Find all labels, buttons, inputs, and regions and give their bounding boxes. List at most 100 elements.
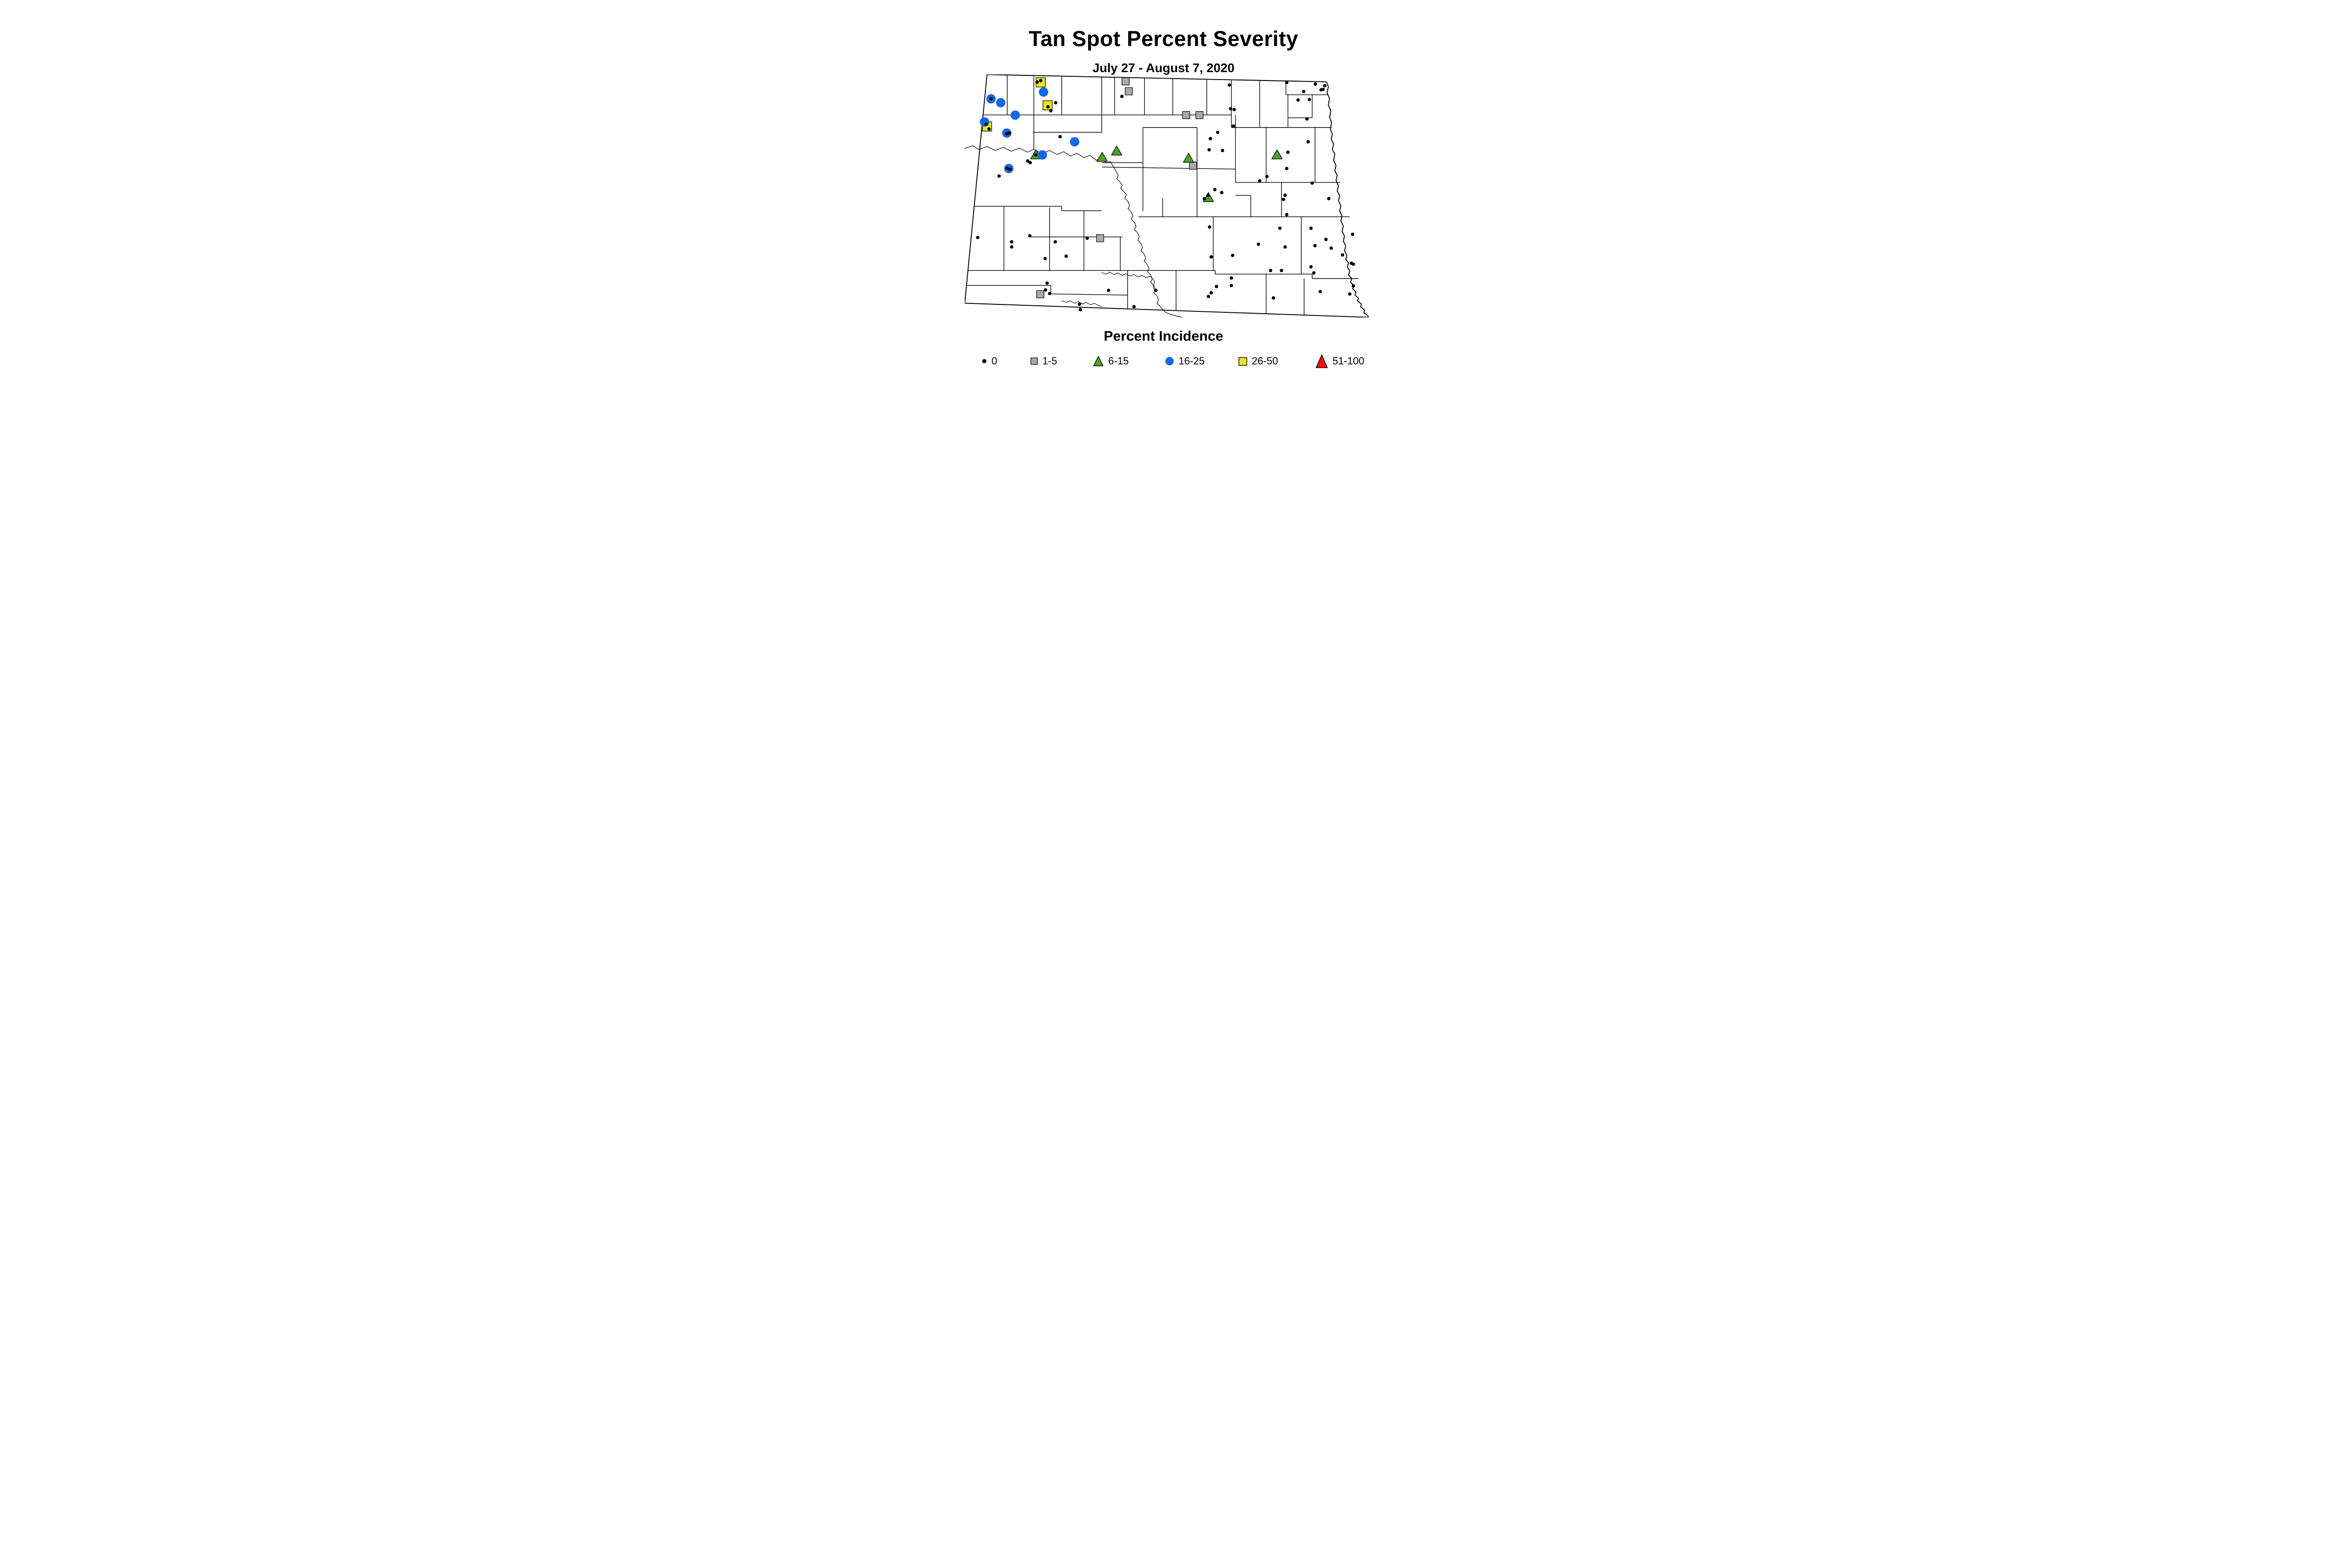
legend-item-0: 0 [982,352,997,370]
map-marker-0 [1285,81,1289,85]
legend-title: Percent Incidence [1103,329,1224,344]
map-marker-16-25 [996,98,1006,108]
map-marker-0 [997,174,1001,178]
cannonball-river-line [1102,272,1155,291]
map-marker-0 [1227,83,1231,87]
figure-title: Tan Spot Percent Severity [1029,27,1298,51]
map-marker-6-15 [1096,151,1108,162]
map-marker-0 [1285,213,1289,216]
map-marker-0 [1269,269,1272,272]
map-marker-1-5 [1189,162,1197,170]
map-marker-0 [1007,131,1011,135]
map-marker-0 [1286,150,1290,154]
map-marker-0 [976,236,980,239]
map-marker-0 [1307,98,1311,101]
map-marker-0 [1230,283,1233,288]
map-marker-0 [1351,232,1354,236]
map-marker-0 [1132,305,1136,309]
map-marker-0 [1313,82,1318,86]
map-marker-1-5 [1122,77,1130,86]
map-marker-0 [1221,148,1224,153]
map-marker-0 [1309,226,1313,230]
map-marker-0 [1046,105,1050,109]
legend-item-16-25: 16-25 [1165,352,1205,370]
legend-item-label: 26-50 [1251,355,1278,367]
figure-subtitle: July 27 - August 7, 2020 [1092,61,1235,75]
map-marker-0 [1085,236,1089,240]
map-marker-0 [1318,289,1322,294]
blue-circle-icon [1165,357,1174,365]
map-marker-0 [1296,98,1300,102]
zero-dot-icon [982,359,987,363]
map-marker-0 [1265,175,1269,178]
map-marker-0 [1352,284,1355,288]
map-marker-0 [1278,226,1282,230]
north-dakota-map [965,74,1369,317]
map-marker-0 [1107,289,1110,292]
map-marker-0 [1209,291,1213,295]
map-marker-16-25 [1037,150,1047,160]
map-marker-0 [1049,109,1053,113]
map-marker-1-5 [1036,290,1044,298]
map-marker-0 [1283,193,1287,197]
legend-item-label: 1-5 [1042,355,1057,367]
map-marker-1-5 [1096,234,1104,242]
map-marker-0 [1279,269,1284,272]
map-marker-0 [1216,130,1220,134]
map-marker-0 [1206,295,1211,298]
map-marker-1-5 [1182,111,1190,119]
map-marker-0 [1340,253,1345,257]
map-marker-0 [1327,197,1331,201]
legend: 0 1-5 6-15 16-25 26-50 51-100 [788,352,1539,370]
map-marker-16-25 [1010,110,1020,120]
map-marker-0 [1008,167,1012,171]
map-marker-0 [1348,292,1352,296]
map-marker-0 [1209,255,1213,259]
map-marker-0 [1043,288,1048,292]
map-marker-0 [989,97,993,101]
legend-item-51-100: 51-100 [1315,352,1365,370]
map-marker-0 [1043,256,1047,261]
map-marker-0 [1229,107,1232,111]
figure-canvas: Tan Spot Percent Severity July 27 - Augu… [788,0,1539,392]
yellow-square-icon [1238,357,1247,366]
map-marker-0 [1258,179,1262,183]
green-triangle-icon [1093,356,1104,366]
map-marker-0 [1207,148,1211,152]
legend-item-6-15: 6-15 [1093,352,1129,370]
map-marker-0 [1010,245,1014,249]
map-marker-1-5 [1124,87,1133,95]
map-marker-16-25 [980,117,989,127]
map-marker-0 [1257,242,1260,246]
map-marker-0 [1028,161,1032,165]
map-marker-0 [1064,254,1068,258]
legend-item-label: 16-25 [1178,355,1205,367]
map-marker-0 [1231,254,1235,257]
county-lines [966,75,1359,316]
map-marker-6-15 [1183,152,1195,163]
map-marker-0 [1271,296,1275,300]
legend-item-1-5: 1-5 [1030,352,1057,370]
legend-item-label: 6-15 [1108,355,1129,367]
map-marker-0 [1028,234,1032,238]
map-marker-0 [1232,108,1236,111]
map-marker-1-5 [1195,111,1204,119]
map-marker-0 [1313,244,1317,248]
map-marker-0 [1283,245,1287,249]
map-marker-16-25 [1039,87,1049,97]
map-marker-0 [1053,240,1057,244]
map-marker-0 [1058,135,1062,139]
gray-square-icon [1030,357,1038,365]
map-marker-0 [1208,225,1211,229]
red-triangle-icon [1315,354,1328,368]
cedar-creek-line [1062,300,1102,307]
map-marker-0 [1048,292,1051,296]
marker-layer [976,77,1355,311]
map-marker-0 [1010,240,1014,244]
map-marker-0 [1329,246,1333,250]
map-marker-0 [1039,79,1042,82]
map-marker-0 [1323,84,1327,87]
map-marker-6-15 [1271,149,1283,160]
map-marker-0 [1154,289,1158,292]
map-marker-0 [1310,181,1314,185]
